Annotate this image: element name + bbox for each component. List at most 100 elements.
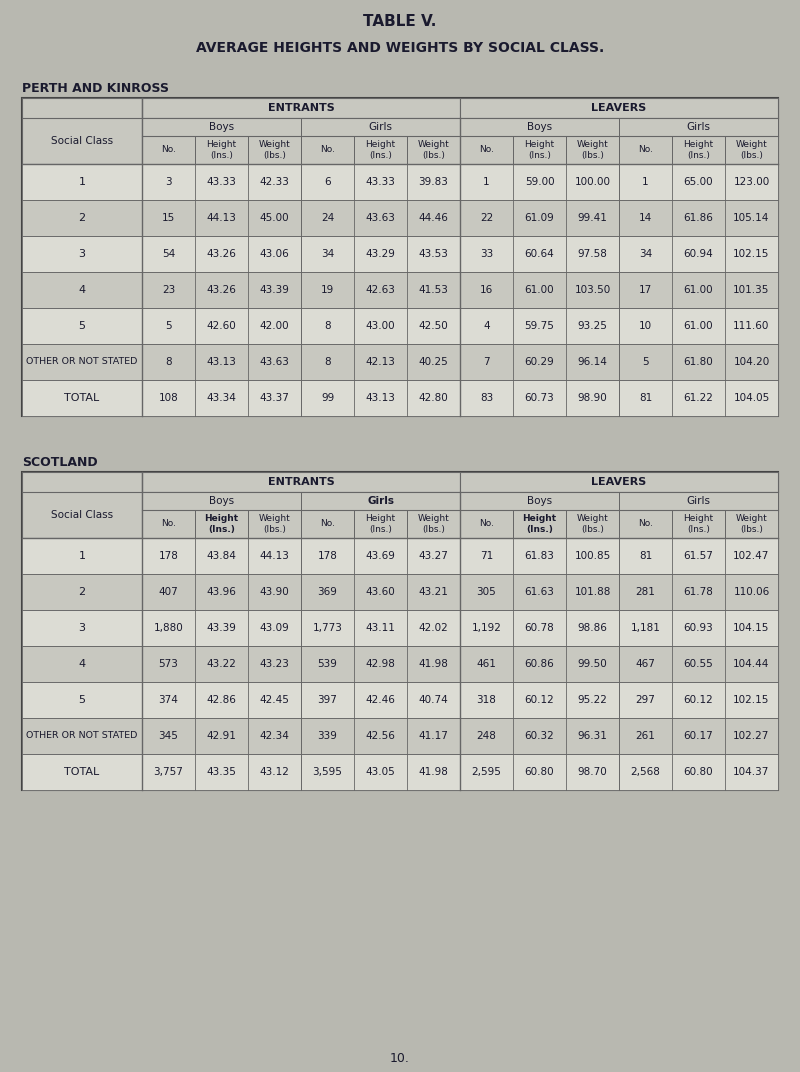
Text: 1: 1 [642,177,649,187]
Text: 34: 34 [321,249,334,259]
Bar [22,200,778,236]
Text: 101.88: 101.88 [574,587,610,597]
Text: 178: 178 [318,551,338,561]
Text: OTHER OR NOT STATED: OTHER OR NOT STATED [26,731,138,741]
Bar [354,136,407,164]
Text: 43.34: 43.34 [206,393,237,403]
Text: 102.27: 102.27 [734,731,770,741]
Text: 45.00: 45.00 [260,213,290,223]
Text: 43.12: 43.12 [259,766,290,777]
Text: 41.98: 41.98 [418,766,449,777]
Text: 4: 4 [78,659,86,669]
Text: Boys: Boys [209,496,234,506]
Text: 2: 2 [78,213,86,223]
Text: 100.85: 100.85 [574,551,610,561]
Text: 2,568: 2,568 [630,766,661,777]
Text: Height
(Ins.): Height (Ins.) [522,515,557,534]
Text: 8: 8 [324,357,331,367]
Text: 43.29: 43.29 [366,249,395,259]
Bar [142,510,195,538]
Text: 98.90: 98.90 [578,393,607,403]
Bar [22,164,778,200]
Text: 40.74: 40.74 [418,695,448,705]
Text: 44.13: 44.13 [206,213,237,223]
Text: 41.98: 41.98 [418,659,449,669]
Bar [566,136,619,164]
Text: 43.00: 43.00 [366,321,395,331]
Text: Height
(Ins.): Height (Ins.) [205,515,238,534]
Text: 60.55: 60.55 [684,659,714,669]
Text: Weight
(lbs.): Weight (lbs.) [258,140,290,160]
Text: 60.12: 60.12 [525,695,554,705]
Bar [672,136,725,164]
Text: 96.31: 96.31 [578,731,607,741]
Text: LEAVERS: LEAVERS [591,477,646,487]
Bar [460,510,513,538]
Text: No.: No. [479,520,494,528]
Text: Boys: Boys [527,122,552,132]
Bar [460,492,619,510]
Text: 43.63: 43.63 [259,357,290,367]
Text: 43.96: 43.96 [206,587,237,597]
Bar [22,308,778,344]
Text: 42.02: 42.02 [418,623,448,632]
Bar [22,754,778,790]
Text: 14: 14 [639,213,652,223]
Bar [142,98,460,118]
Text: 108: 108 [158,393,178,403]
Bar [619,492,778,510]
Text: Girls: Girls [686,122,710,132]
Text: 61.09: 61.09 [525,213,554,223]
Text: 43.53: 43.53 [418,249,449,259]
Text: 102.15: 102.15 [734,249,770,259]
Text: 1: 1 [78,177,86,187]
Text: 43.26: 43.26 [206,285,237,295]
Bar [407,510,460,538]
Text: 2: 2 [78,587,86,597]
Text: 61.63: 61.63 [525,587,554,597]
Bar [301,118,460,136]
Text: Girls: Girls [686,496,710,506]
Bar [566,510,619,538]
Text: 43.69: 43.69 [366,551,395,561]
Bar [513,136,566,164]
Text: 5: 5 [78,695,86,705]
Text: 248: 248 [477,731,497,741]
Text: 104.37: 104.37 [734,766,770,777]
Text: 19: 19 [321,285,334,295]
Text: 60.32: 60.32 [525,731,554,741]
Text: 43.27: 43.27 [418,551,449,561]
Bar [142,492,301,510]
Bar [672,510,725,538]
Text: 43.35: 43.35 [206,766,237,777]
Text: No.: No. [161,520,176,528]
Bar [22,236,778,272]
Bar [725,510,778,538]
Text: Weight
(lbs.): Weight (lbs.) [418,140,450,160]
Text: 60.64: 60.64 [525,249,554,259]
Text: 261: 261 [635,731,655,741]
Text: TOTAL: TOTAL [64,766,100,777]
Text: 7: 7 [483,357,490,367]
Bar [22,379,778,416]
Text: No.: No. [320,146,335,154]
Text: LEAVERS: LEAVERS [591,103,646,113]
Text: 43.06: 43.06 [260,249,290,259]
Text: 42.60: 42.60 [206,321,236,331]
Text: 103.50: 103.50 [574,285,610,295]
Bar [142,136,195,164]
Bar [460,98,778,118]
Text: 60.73: 60.73 [525,393,554,403]
Text: 1,773: 1,773 [313,623,342,632]
Text: Weight
(lbs.): Weight (lbs.) [577,515,608,534]
Text: 102.47: 102.47 [734,551,770,561]
Text: Weight
(lbs.): Weight (lbs.) [418,515,450,534]
Text: 305: 305 [477,587,496,597]
Text: 43.63: 43.63 [366,213,395,223]
Text: 3,595: 3,595 [313,766,342,777]
Text: 60.78: 60.78 [525,623,554,632]
Text: Boys: Boys [527,496,552,506]
Text: 39.83: 39.83 [418,177,449,187]
Text: 1: 1 [78,551,86,561]
Text: 369: 369 [318,587,338,597]
